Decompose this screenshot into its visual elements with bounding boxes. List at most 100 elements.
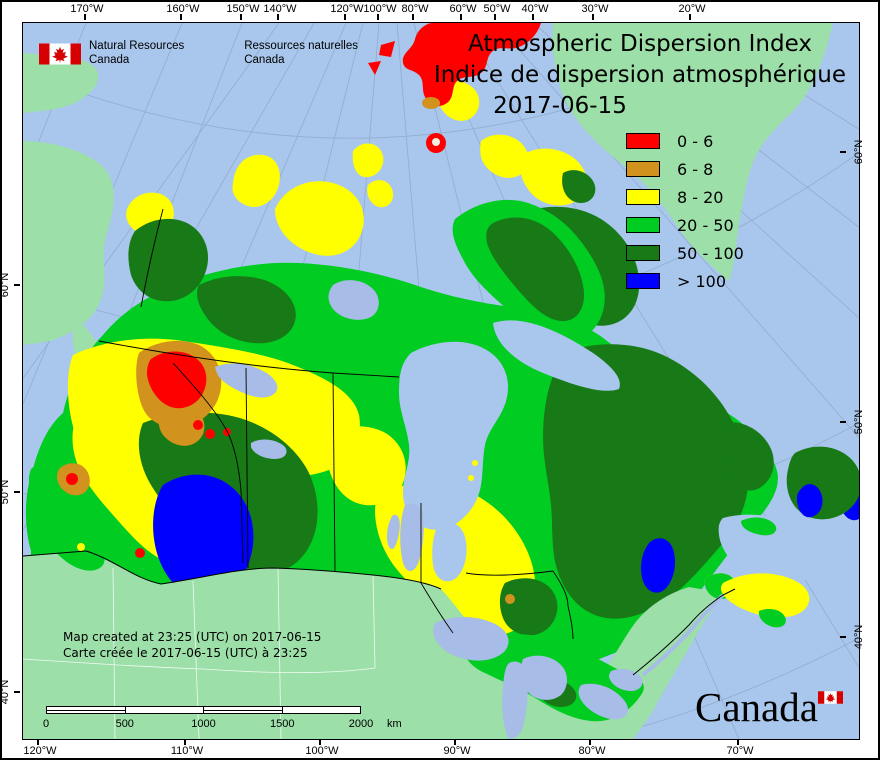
top-tick [412, 14, 414, 20]
top-tick [277, 14, 279, 20]
scale-bar-tick-label: 0 [42, 718, 50, 730]
lakes [215, 280, 725, 739]
pacific-islands [28, 466, 105, 571]
legend-item: 50 - 100 [626, 244, 744, 263]
top-axis-label: 140°W [263, 3, 297, 15]
left-axis-label: 50°N [0, 479, 11, 505]
top-axis-label: 170°W [70, 3, 104, 15]
legend-swatch [626, 133, 660, 149]
bottom-tick [737, 739, 739, 745]
bottom-tick [454, 739, 456, 745]
legend-label: 8 - 20 [677, 187, 724, 207]
nrcan-name-fr: Ressources naturelles Canada [244, 40, 359, 66]
bottom-tick [37, 739, 39, 745]
top-axis-label: 120°W [330, 3, 364, 15]
lake-superior [433, 617, 509, 661]
top-axis-label: 150°W [226, 3, 260, 15]
legend-item: 6 - 8 [626, 159, 744, 179]
creation-note-en: Map created at 23:25 (UTC) on 2017-06-15 [63, 630, 322, 644]
title-date: 2017-06-15 [493, 93, 627, 119]
top-tick [689, 14, 691, 20]
legend-item: 8 - 20 [626, 187, 744, 207]
legend-item: 0 - 6 [626, 132, 744, 151]
legend-swatch [626, 245, 660, 261]
land-chukotka [23, 53, 99, 113]
title-en: Atmospheric Dispersion Index [468, 31, 812, 57]
top-axis-label: 80°W [401, 3, 429, 15]
creation-note: Map created at 23:25 (UTC) on 2017-06-15… [63, 629, 321, 661]
arctic-red-islands [402, 23, 541, 106]
haida-gwaii [28, 466, 48, 494]
top-tick [592, 14, 594, 20]
right-axis-label: 60°N [853, 139, 865, 165]
atlantic-canada [704, 446, 859, 628]
canada-adi-map [23, 23, 859, 739]
hudson-bay-islets [468, 460, 478, 481]
right-tick [840, 151, 846, 153]
bottom-axis-label: 110°W [170, 745, 204, 757]
arctic-islands [232, 23, 605, 358]
scale-bar-segment [47, 707, 126, 713]
bottom-axis-label: 100°W [305, 745, 339, 757]
vancouver-island [40, 516, 105, 571]
scale-bar-segment [282, 707, 360, 713]
newfoundland [786, 446, 859, 520]
bottom-axis-label: 80°W [578, 745, 606, 757]
top-axis-label: 40°W [521, 3, 549, 15]
top-axis-label: 60°W [449, 3, 477, 15]
map-canvas: Natural Resources Canada Ressources natu… [22, 22, 860, 740]
scale-bar-tick-label: 1000 [191, 718, 216, 730]
lake-erie [578, 683, 628, 720]
lake-huron [520, 655, 567, 700]
top-tick [532, 14, 534, 20]
scale-bar-tick-label: 1500 [270, 718, 295, 730]
canada-wordmark: Canada [695, 685, 843, 729]
left-tick [14, 284, 20, 286]
bottom-tick [589, 739, 591, 745]
adi-legend: 0 - 6 6 - 8 8 - 20 20 - 50 50 - 100 > 100 [626, 132, 744, 301]
legend-label: 20 - 50 [677, 215, 734, 235]
nrcan-name-en: Natural Resources Canada [89, 40, 185, 66]
top-axis-label: 20°W [678, 3, 706, 15]
bottom-tick [319, 739, 321, 745]
right-tick [840, 636, 846, 638]
scale-bar-segment [204, 707, 283, 713]
title-fr: Indice de dispersion atmosphérique [433, 62, 847, 88]
great-bear-lake [328, 280, 379, 320]
top-tick [180, 14, 182, 20]
canada-flag-icon [39, 43, 81, 65]
right-axis-label: 50°N [853, 409, 865, 435]
left-tick [14, 491, 20, 493]
legend-swatch [626, 217, 660, 233]
top-tick [460, 14, 462, 20]
legend-swatch [626, 273, 660, 289]
wordmark-flag-icon [818, 691, 843, 704]
top-tick [240, 14, 242, 20]
top-tick [344, 14, 346, 20]
land-alaska [23, 141, 114, 345]
right-tick [840, 421, 846, 423]
left-axis-label: 40°N [0, 679, 11, 705]
nrcan-logo: Natural Resources Canada Ressources natu… [39, 39, 358, 67]
scale-bar: 0 500 1000 1500 2000 km [42, 704, 406, 736]
legend-item: 20 - 50 [626, 215, 744, 235]
legend-label: 6 - 8 [677, 159, 714, 179]
land-greenland [552, 23, 833, 281]
bottom-axis-label: 120°W [23, 745, 57, 757]
legend-swatch [626, 161, 660, 177]
lake-athabasca [251, 439, 287, 459]
scale-bar-tick-label: 500 [115, 718, 134, 730]
legend-item: > 100 [626, 272, 744, 291]
top-tick [84, 14, 86, 20]
province-borders [98, 208, 574, 640]
right-axis-label: 40°N [853, 624, 865, 650]
adi-hotspots [57, 340, 515, 604]
lake-michigan [502, 661, 528, 739]
scale-bar-segment [125, 707, 204, 713]
top-axis-label: 50°W [483, 3, 511, 15]
top-axis-label: 30°W [581, 3, 609, 15]
map-title: Atmospheric Dispersion Index Indice de d… [405, 29, 859, 122]
left-tick [14, 691, 20, 693]
us-canada-border [23, 550, 736, 676]
